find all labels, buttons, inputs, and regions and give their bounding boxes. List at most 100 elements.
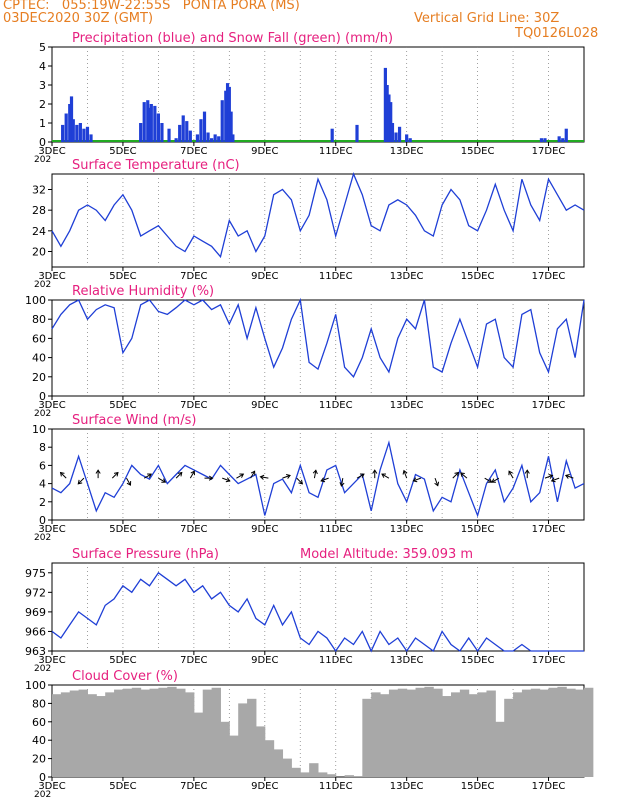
precip-bar — [206, 132, 210, 142]
y-tick-label: 20 — [32, 246, 46, 259]
precip-bar — [408, 138, 412, 142]
wind-arrow — [111, 472, 119, 479]
x-tick-label: 13DEC — [390, 400, 424, 411]
cloud-bar — [87, 694, 97, 777]
y-tick-label: 20 — [32, 753, 46, 766]
y-tick-label: 60 — [32, 332, 46, 345]
wind-arrow-head — [359, 473, 365, 478]
wind-arrow-head — [372, 469, 378, 474]
wind-arrow — [222, 477, 230, 482]
precip-bar — [174, 138, 178, 142]
cloud-bar — [548, 687, 558, 777]
cloud-bar — [371, 692, 381, 777]
y-tick-label: 80 — [32, 697, 46, 710]
wind-arrow-head — [147, 473, 152, 478]
wind-arrow-head — [59, 471, 65, 477]
precip-bar — [64, 113, 68, 142]
x-tick-label: 3DEC — [38, 524, 65, 535]
series-line — [51, 172, 585, 259]
y-tick-label: 0 — [39, 514, 46, 527]
x-axis-year-fragment: 202 — [34, 155, 51, 165]
cloud-bar — [433, 688, 443, 777]
cloud-bar — [353, 776, 363, 777]
x-tick-label: 13DEC — [390, 146, 424, 157]
cloud-bar — [309, 763, 319, 777]
y-tick-label: 6 — [39, 459, 46, 472]
precip-bar — [561, 138, 565, 142]
y-tick-label: 20 — [32, 371, 46, 384]
x-tick-label: 5DEC — [109, 400, 136, 411]
x-tick-label: 7DEC — [180, 146, 207, 157]
wind-arrow-head — [259, 474, 265, 480]
precip-bar — [167, 128, 171, 142]
wind-arrow — [434, 477, 439, 486]
wind-arrow-head — [454, 471, 460, 477]
x-tick-label: 9DEC — [251, 146, 278, 157]
cloud-bar — [521, 689, 532, 777]
x-tick-label: 15DEC — [461, 655, 495, 666]
cloud-bar — [158, 687, 168, 777]
precip-bar — [195, 134, 200, 142]
wind-arrow — [282, 474, 291, 479]
wind-arrow — [565, 474, 574, 479]
precip-bar — [68, 104, 72, 142]
y-tick-label: 0 — [39, 771, 46, 784]
x-tick-label: 17DEC — [532, 524, 566, 535]
precip-bar — [557, 136, 561, 142]
precip-bar — [394, 132, 398, 142]
cloud-bar — [318, 772, 328, 777]
x-axis-year-fragment: 202 — [34, 533, 51, 543]
wind-arrow — [460, 472, 468, 479]
cloud-bar — [229, 735, 239, 777]
y-tick-label: 100 — [25, 294, 46, 307]
header-station: CPTEC: 055:19W-22:55S PONTA PORA (MS) — [3, 0, 300, 13]
precip-bar — [387, 94, 391, 142]
panel-title: Precipitation (blue) and Snow Fall (gree… — [72, 31, 393, 46]
x-tick-label: 11DEC — [319, 655, 353, 666]
precip-bar — [383, 67, 387, 142]
x-tick-label: 7DEC — [180, 271, 207, 282]
precip-bar — [202, 111, 207, 142]
x-tick-label: 15DEC — [461, 271, 495, 282]
x-tick-label: 17DEC — [532, 400, 566, 411]
precip-bar — [220, 100, 224, 142]
cloud-bar — [122, 688, 133, 777]
y-tick-label: 3 — [39, 79, 46, 92]
x-tick-label: 9DEC — [251, 781, 278, 792]
cloud-bar — [380, 694, 390, 777]
x-axis-year-fragment: 202 — [34, 790, 51, 800]
precip-bar — [217, 136, 221, 142]
wind-arrow-head — [550, 477, 556, 483]
precip-bar — [149, 104, 153, 142]
x-axis-year-fragment: 202 — [34, 664, 51, 674]
x-tick-label: 3DEC — [38, 781, 65, 792]
wind-arrow-head — [113, 471, 119, 477]
cloud-bar — [114, 689, 124, 777]
wind-arrow-head — [320, 477, 326, 483]
cloud-bar — [193, 712, 204, 777]
wind-arrow-head — [298, 479, 304, 485]
precip-bar — [390, 123, 395, 142]
precip-bar — [229, 111, 233, 142]
cloud-bar — [131, 687, 142, 777]
panel-title: Relative Humidity (%) — [72, 284, 214, 299]
y-tick-label: 60 — [32, 716, 46, 729]
wind-arrow-head — [524, 469, 530, 474]
wind-arrow-head — [339, 482, 345, 487]
y-tick-label: 5 — [39, 41, 46, 54]
precip-bar — [85, 126, 90, 142]
y-tick-label: 80 — [32, 313, 46, 326]
x-tick-label: 7DEC — [180, 524, 207, 535]
cloud-bar — [344, 775, 354, 777]
panel-frame — [51, 173, 585, 268]
cloud-bar — [486, 690, 496, 777]
precip-bar — [543, 138, 547, 142]
precip-bar — [185, 121, 189, 142]
wind-arrow-head — [161, 478, 167, 483]
x-tick-label: 3DEC — [38, 271, 65, 282]
cloud-bar — [530, 688, 541, 777]
cloud-bar — [282, 758, 292, 777]
precip-bar — [146, 100, 150, 142]
wind-arrow — [356, 473, 365, 479]
cloud-bar — [513, 692, 523, 777]
